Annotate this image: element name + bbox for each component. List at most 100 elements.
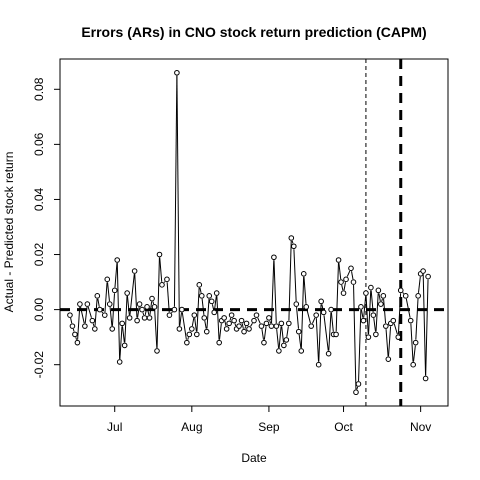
data-point xyxy=(358,304,364,310)
data-point xyxy=(191,312,198,318)
series-segment xyxy=(159,257,163,282)
series-segment xyxy=(119,326,123,359)
series-segment xyxy=(122,326,125,343)
series-segment xyxy=(363,296,367,318)
y-tick-label: 0.04 xyxy=(32,187,46,211)
data-point xyxy=(141,315,148,321)
series-segment xyxy=(244,326,247,329)
series-segment xyxy=(152,301,155,305)
data-point xyxy=(288,235,295,241)
data-point xyxy=(353,389,359,396)
data-point xyxy=(278,320,285,327)
plot-frame xyxy=(59,58,449,407)
data-point xyxy=(290,243,297,250)
series-segment xyxy=(271,260,275,324)
chart-title: Errors (ARs) in CNO stock return predict… xyxy=(81,24,426,40)
series-segment xyxy=(356,386,359,390)
y-tick-label: 0.02 xyxy=(32,243,46,267)
series-segment xyxy=(288,240,292,321)
data-point xyxy=(383,323,389,329)
series-segment xyxy=(77,307,81,340)
series-segment xyxy=(201,298,205,315)
data-point xyxy=(415,293,421,299)
data-point xyxy=(266,315,272,321)
series-segment xyxy=(410,323,414,362)
series-segment xyxy=(311,317,316,324)
data-point xyxy=(303,304,310,310)
series-segment xyxy=(257,317,261,324)
data-point xyxy=(114,257,121,263)
data-point xyxy=(166,312,173,318)
series-segment xyxy=(385,329,389,357)
data-point xyxy=(315,361,322,368)
data-point xyxy=(116,359,123,365)
data-point xyxy=(365,334,372,340)
series-segment xyxy=(216,296,220,340)
data-point xyxy=(338,279,344,285)
series-segment xyxy=(179,312,182,326)
series-segment xyxy=(224,320,227,327)
series-segment xyxy=(397,293,402,335)
data-point xyxy=(243,320,250,327)
reference-lines xyxy=(60,59,448,406)
series-segment xyxy=(191,317,195,327)
series-segment xyxy=(358,309,362,381)
series-segment xyxy=(196,287,200,332)
data-point xyxy=(111,287,118,294)
data-point xyxy=(216,339,222,346)
data-point xyxy=(335,257,342,263)
data-point xyxy=(355,381,362,387)
series-segment xyxy=(425,279,429,376)
series-segment xyxy=(107,282,110,302)
series-segment xyxy=(263,326,267,340)
data-point xyxy=(231,317,237,324)
series-segment xyxy=(199,287,202,294)
series-segment xyxy=(422,274,427,376)
data-point xyxy=(72,331,78,338)
series-segment xyxy=(194,318,197,332)
y-axis-label: Actual - Predicted stock return xyxy=(2,152,16,313)
series-segment xyxy=(75,337,78,340)
series-segment xyxy=(173,75,178,307)
data-point xyxy=(286,320,292,327)
data-point xyxy=(241,328,247,335)
data-points xyxy=(67,69,431,396)
data-point xyxy=(198,293,205,299)
x-tick-label: Sep xyxy=(258,420,280,434)
series-segment xyxy=(142,312,145,316)
data-point xyxy=(300,271,307,277)
data-point xyxy=(422,375,429,382)
series-segment xyxy=(114,262,118,288)
data-point xyxy=(313,312,319,318)
data-point xyxy=(276,348,282,354)
series-segment xyxy=(116,263,121,359)
series-segment xyxy=(413,345,416,362)
data-point xyxy=(251,317,257,324)
series-segment xyxy=(84,307,88,324)
series-segment xyxy=(269,320,272,324)
series-segment xyxy=(360,309,364,318)
series-segment xyxy=(166,282,170,313)
series-segment xyxy=(375,293,379,332)
data-point xyxy=(189,326,195,332)
series-segment xyxy=(383,298,387,324)
series-segment xyxy=(261,329,264,340)
data-point xyxy=(126,315,133,321)
series-segment xyxy=(381,298,383,302)
x-tick-label: Jul xyxy=(107,420,122,434)
series-segment xyxy=(278,326,282,348)
series-segment xyxy=(101,311,104,314)
x-tick-label: Nov xyxy=(410,420,431,434)
data-point xyxy=(206,293,213,299)
series-segment xyxy=(393,323,398,335)
data-point xyxy=(412,339,419,346)
series-segment xyxy=(154,309,158,348)
series-segment xyxy=(368,290,372,335)
series-segment xyxy=(378,293,381,302)
data-point xyxy=(378,301,384,307)
series-segment xyxy=(147,309,150,316)
data-point xyxy=(328,306,334,313)
series-line-group xyxy=(70,75,429,390)
series-segment xyxy=(181,312,187,340)
data-point xyxy=(186,331,193,338)
